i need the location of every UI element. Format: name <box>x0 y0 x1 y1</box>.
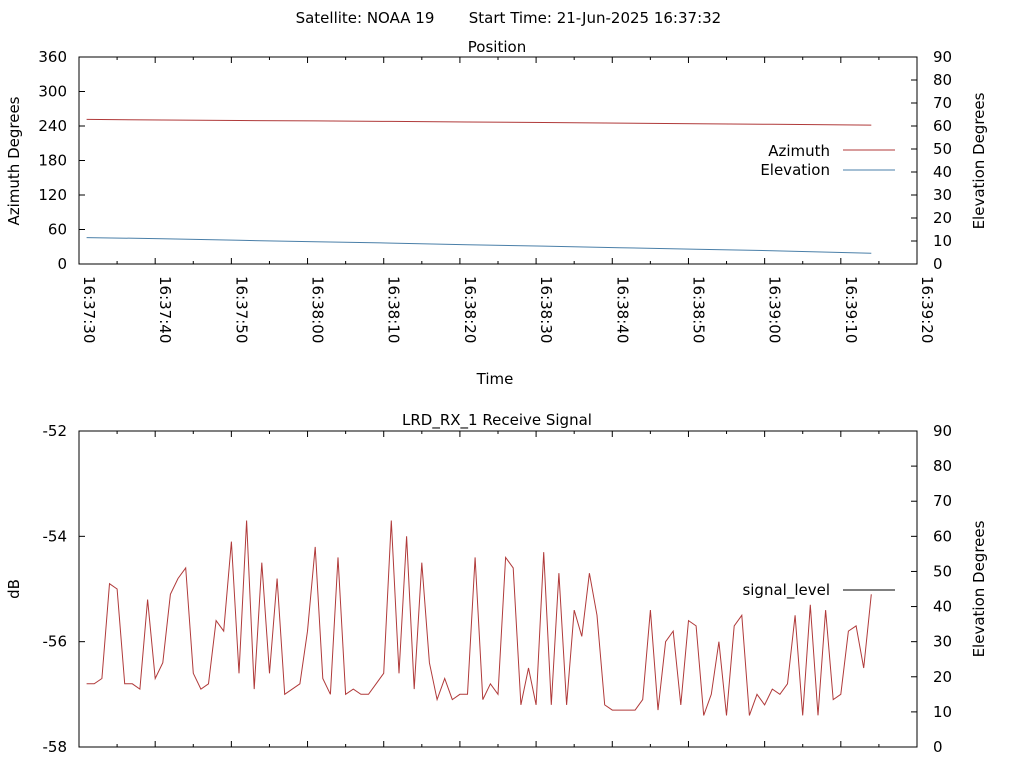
position-legend: Azimuth Elevation <box>760 142 895 179</box>
y2-tick-label: 0 <box>933 738 943 756</box>
y-tick-label: -52 <box>43 422 68 440</box>
y2-tick-label: 90 <box>933 48 952 66</box>
signal-chart-title: LRD_RX_1 Receive Signal <box>402 411 592 430</box>
azimuth-series-line <box>86 118 872 126</box>
y-tick-label: -56 <box>43 633 68 651</box>
x-tick-label: 16:38:00 <box>309 276 327 343</box>
legend-signal-label: signal_level <box>742 581 830 600</box>
position-y2-axis-label: Elevation Degrees <box>970 92 988 229</box>
y2-tick-label: 80 <box>933 457 952 475</box>
x-tick-label: 16:38:40 <box>613 276 631 343</box>
x-tick-label: 16:37:40 <box>156 276 174 343</box>
y2-tick-label: 20 <box>933 668 952 686</box>
y2-tick-label: 40 <box>933 163 952 181</box>
y2-tick-label: 0 <box>933 255 943 273</box>
y-tick-label: 120 <box>38 186 67 204</box>
y2-tick-label: 60 <box>933 527 952 545</box>
x-tick-label: 16:39:00 <box>766 276 784 343</box>
y2-tick-label: 80 <box>933 71 952 89</box>
y-tick-label: 180 <box>38 152 67 170</box>
y2-tick-label: 60 <box>933 117 952 135</box>
signal-x-axis <box>78 431 918 747</box>
y2-tick-label: 40 <box>933 598 952 616</box>
signal-y2-axis-label: Elevation Degrees <box>970 520 988 657</box>
y-tick-label: 0 <box>57 255 67 273</box>
position-right-axis: 0 10 20 30 40 50 60 70 80 90 <box>911 48 952 273</box>
x-tick-label: 16:38:30 <box>537 276 555 343</box>
legend-elevation-label: Elevation <box>760 161 830 179</box>
legend-azimuth-label: Azimuth <box>768 142 830 160</box>
y-tick-label: 300 <box>38 83 67 101</box>
position-chart-title: Position <box>468 38 526 56</box>
satellite-label: Satellite: NOAA 19 <box>296 9 435 27</box>
y-tick-label: 240 <box>38 117 67 135</box>
x-tick-label: 16:38:10 <box>385 276 403 343</box>
position-y-axis-label: Azimuth Degrees <box>5 96 23 225</box>
y-tick-label: -58 <box>43 738 68 756</box>
x-tick-label: 16:38:20 <box>461 276 479 343</box>
position-x-axis-label: Time <box>476 370 514 388</box>
signal-chart: LRD_RX_1 Receive Signal -52 -54 -56 -58 0 10… <box>5 411 988 756</box>
position-chart: Position 0 60 120 180 240 300 360 0 10 20 30 40 50 6… <box>5 38 988 388</box>
y2-tick-label: 10 <box>933 232 952 250</box>
y2-tick-label: 10 <box>933 703 952 721</box>
signal-y-axis-label: dB <box>5 579 23 599</box>
start-time-label: Start Time: 21-Jun-2025 16:37:32 <box>469 9 721 27</box>
signal-level-series-line <box>86 520 872 716</box>
y2-tick-label: 50 <box>933 140 952 158</box>
y-tick-label: -54 <box>43 527 68 545</box>
x-tick-label: 16:38:50 <box>689 276 707 343</box>
y-tick-label: 60 <box>48 221 67 239</box>
signal-legend: signal_level <box>742 581 895 600</box>
x-tick-label: 16:37:50 <box>232 276 250 343</box>
x-tick-label: 16:39:20 <box>918 276 936 343</box>
position-x-axis: 16:37:30 16:37:40 16:37:50 16:38:00 16:38:10… <box>78 57 936 343</box>
y2-tick-label: 30 <box>933 186 952 204</box>
y2-tick-label: 20 <box>933 209 952 227</box>
x-tick-label: 16:39:10 <box>842 276 860 343</box>
y2-tick-label: 90 <box>933 422 952 440</box>
signal-right-axis: 0 10 20 30 40 50 60 70 80 90 <box>911 422 952 756</box>
y2-tick-label: 30 <box>933 633 952 651</box>
y-tick-label: 360 <box>38 48 67 66</box>
y2-tick-label: 70 <box>933 94 952 112</box>
signal-left-axis: -52 -54 -56 -58 <box>43 422 85 756</box>
y2-tick-label: 70 <box>933 492 952 510</box>
y2-tick-label: 50 <box>933 562 952 580</box>
position-left-axis: 0 60 120 180 240 300 360 <box>38 48 85 273</box>
x-tick-label: 16:37:30 <box>80 276 98 343</box>
elevation-series-line <box>86 237 872 254</box>
